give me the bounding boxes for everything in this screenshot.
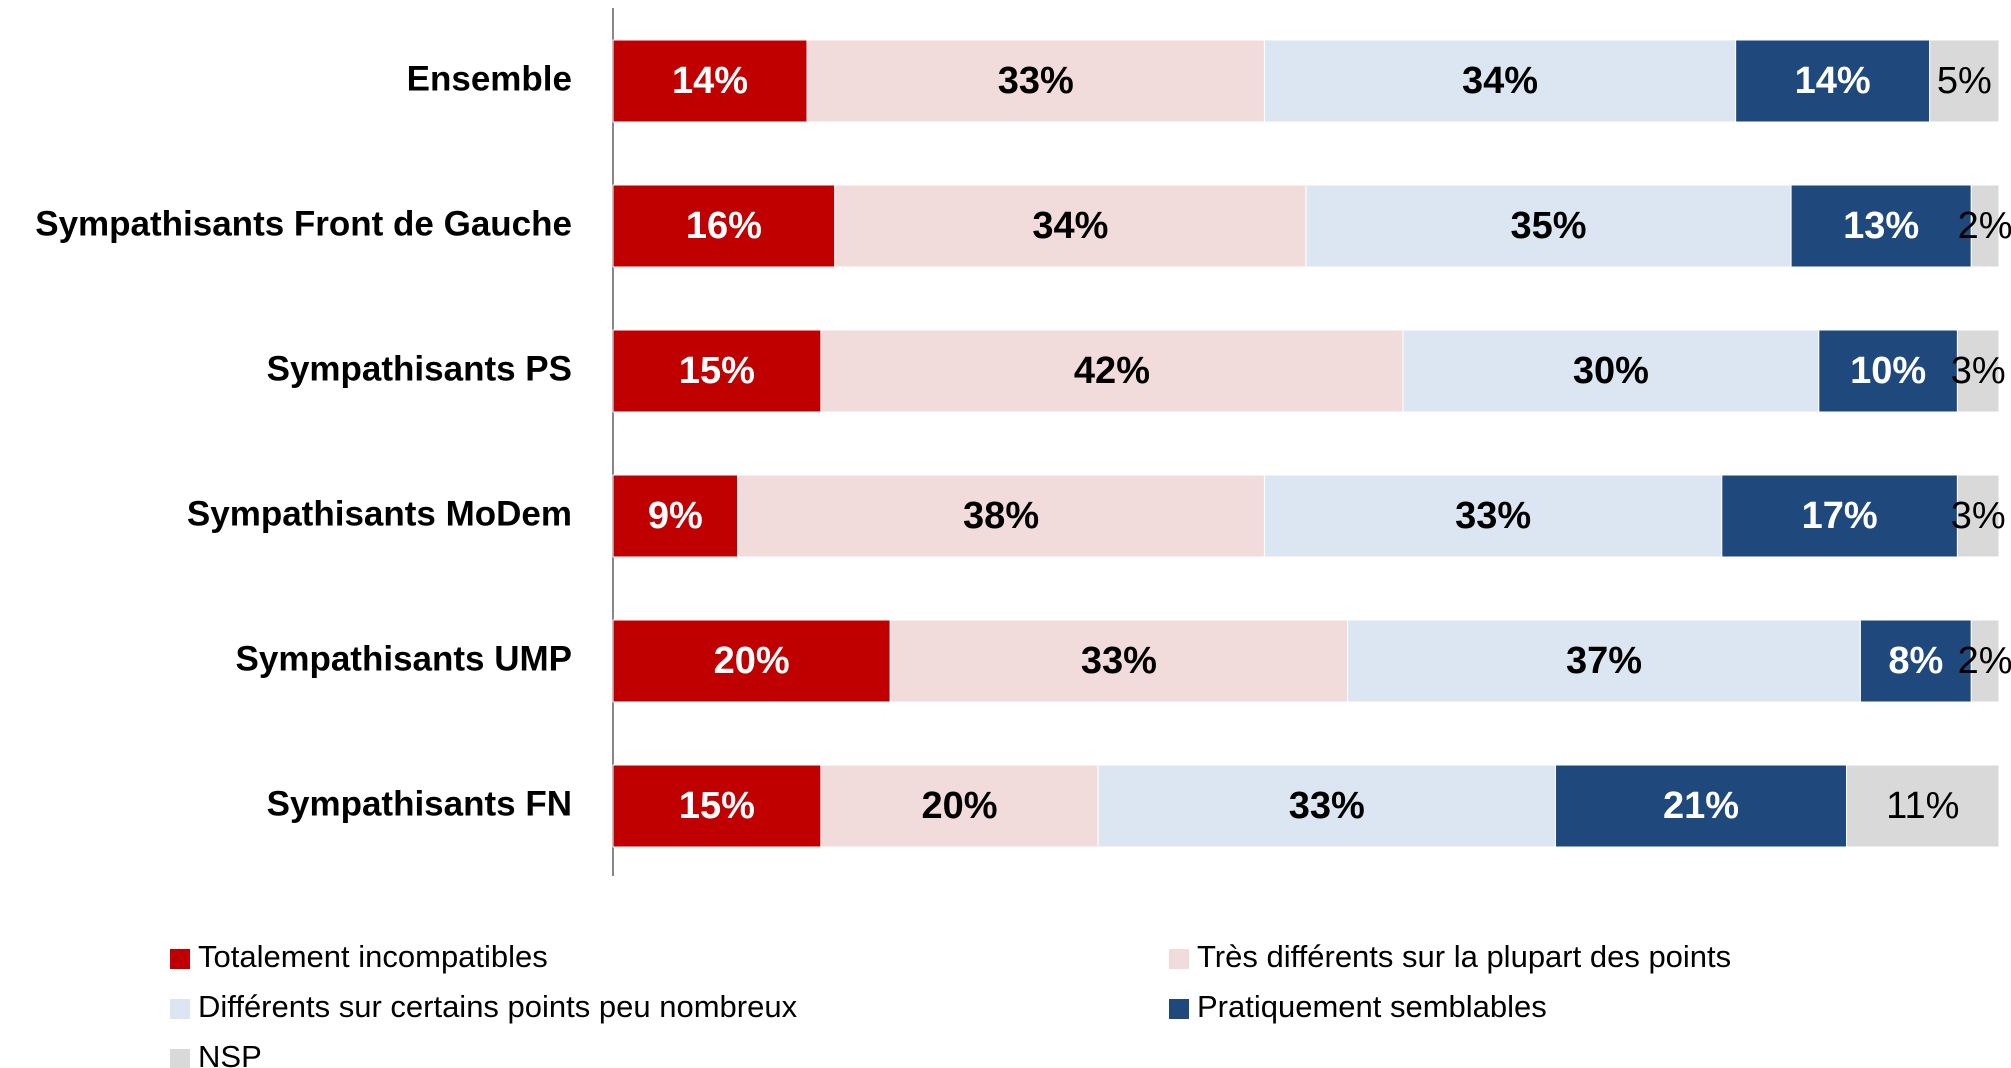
value-label: 11%	[1886, 785, 1959, 827]
category-label: Sympathisants MoDem	[187, 494, 572, 533]
value-label: 20%	[921, 785, 997, 827]
bar-segment	[612, 474, 739, 558]
value-label: 15%	[679, 785, 755, 827]
bar-segment	[1859, 619, 1972, 703]
bar-segment	[1970, 619, 2000, 703]
bar-segment	[1956, 474, 2000, 558]
bar-segment	[612, 184, 836, 268]
legend-swatch	[1169, 949, 1189, 969]
value-label: 30%	[1573, 350, 1649, 392]
category-label: Sympathisants UMP	[236, 639, 572, 678]
bar-segment	[1970, 184, 2000, 268]
value-label: 35%	[1511, 205, 1587, 247]
legend-swatch	[170, 1049, 190, 1068]
legend-swatch	[170, 999, 190, 1019]
category-label: Ensemble	[407, 59, 572, 98]
bar-segment	[1956, 329, 2000, 413]
value-label: 2%	[1958, 205, 2011, 247]
value-label: 15%	[679, 350, 755, 392]
bar-segment	[1721, 474, 1958, 558]
value-label: 21%	[1663, 785, 1739, 827]
value-label: 37%	[1566, 640, 1642, 682]
bar-segment	[612, 329, 822, 413]
category-label: Sympathisants FN	[267, 784, 572, 823]
bar-segment	[1097, 764, 1556, 848]
value-label: 33%	[998, 60, 1074, 102]
legend-label: Très différents sur la plupart des point…	[1197, 939, 1731, 974]
legend-label: NSP	[198, 1039, 262, 1068]
value-label: 3%	[1951, 350, 2006, 392]
bar-segment	[1929, 39, 2000, 123]
bar-segment	[1263, 474, 1723, 558]
value-label: 17%	[1802, 495, 1878, 537]
value-label: 42%	[1074, 350, 1150, 392]
value-label: 33%	[1081, 640, 1157, 682]
value-label: 10%	[1850, 350, 1926, 392]
category-label: Sympathisants PS	[267, 349, 572, 388]
value-label: 9%	[648, 495, 703, 537]
value-label: 14%	[1795, 60, 1871, 102]
bar-segment	[612, 619, 891, 703]
bar-segment	[1790, 184, 1972, 268]
legend-label: Totalement incompatibles	[198, 939, 548, 974]
value-label: 20%	[714, 640, 790, 682]
bar-segment	[1554, 764, 1848, 848]
bar-segment	[737, 474, 1265, 558]
bar-segment	[820, 329, 1404, 413]
bar-segment	[1263, 39, 1737, 123]
legend-swatch	[1169, 999, 1189, 1019]
value-label: 13%	[1843, 205, 1919, 247]
bar-segment	[1846, 764, 2000, 848]
value-label: 8%	[1888, 640, 1943, 682]
legend-label: Différents sur certains points peu nombr…	[198, 989, 798, 1024]
bar-segment	[1402, 329, 1820, 413]
value-label: 16%	[686, 205, 762, 247]
bar-segment	[806, 39, 1265, 123]
bar-segment	[612, 39, 808, 123]
bar-segment	[1818, 329, 1958, 413]
legend-swatch	[170, 949, 190, 969]
legend-label: Pratiquement semblables	[1197, 989, 1547, 1024]
value-label: 2%	[1958, 640, 2011, 682]
value-label: 14%	[672, 60, 748, 102]
bar-segment	[1305, 184, 1792, 268]
bar-segment	[820, 764, 1099, 848]
value-label: 5%	[1937, 60, 1992, 102]
value-label: 33%	[1289, 785, 1365, 827]
value-label: 33%	[1455, 495, 1531, 537]
bar-segment	[1347, 619, 1861, 703]
value-label: 34%	[1462, 60, 1538, 102]
category-label: Sympathisants Front de Gauche	[35, 204, 572, 243]
bar-segment	[612, 764, 822, 848]
value-label: 34%	[1032, 205, 1108, 247]
value-label: 3%	[1951, 495, 2006, 537]
value-label: 38%	[963, 495, 1039, 537]
bar-segment	[889, 619, 1349, 703]
